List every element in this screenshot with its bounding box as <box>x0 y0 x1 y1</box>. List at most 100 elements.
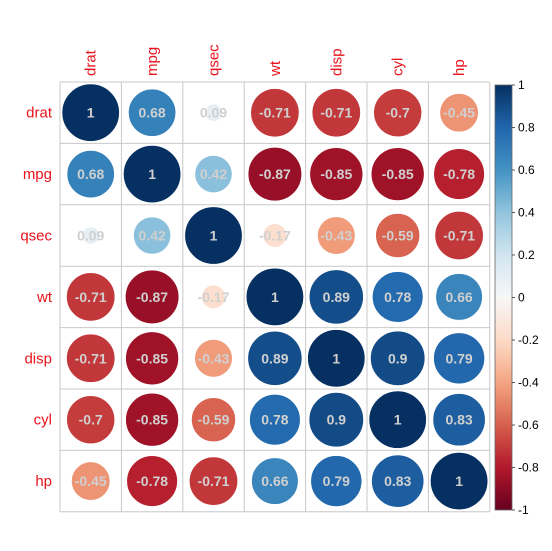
correlation-circle-mpg-qsec <box>194 155 233 193</box>
correlation-value-disp-hp: 0.79 <box>445 350 472 366</box>
row-label-wt: wt <box>36 289 53 306</box>
legend-tick-label: 0 <box>518 291 525 305</box>
legend-color-bar <box>494 84 513 511</box>
correlation-circle-cyl-qsec <box>191 397 236 443</box>
grid <box>59 81 491 513</box>
correlation-circle-disp-mpg <box>125 331 179 386</box>
correlation-circle-mpg-disp <box>309 147 364 201</box>
correlation-circle-wt-cyl <box>372 271 424 323</box>
correlation-value-drat-cyl: -0.7 <box>386 105 410 121</box>
correlation-circle-wt-wt <box>245 267 304 326</box>
legend-tick-label: 0.4 <box>518 206 535 220</box>
correlation-circle-hp-wt <box>251 457 299 505</box>
correlation-circle-qsec-hp <box>434 211 484 260</box>
correlation-circle-disp-wt <box>247 330 303 386</box>
correlation-value-wt-cyl: 0.78 <box>384 289 411 305</box>
correlation-value-drat-mpg: 0.68 <box>138 105 165 121</box>
correlation-circle-qsec-cyl <box>375 213 421 258</box>
correlation-circle-drat-drat <box>61 83 120 142</box>
correlation-circle-wt-drat <box>66 272 116 322</box>
correlation-circle-drat-disp <box>311 88 361 138</box>
correlation-value-disp-wt: 0.89 <box>261 350 288 366</box>
correlation-circle-wt-qsec <box>201 284 226 310</box>
correlation-value-disp-cyl: 0.9 <box>388 350 408 366</box>
legend-tick-label: 1 <box>518 78 525 92</box>
correlation-value-drat-qsec: 0.09 <box>200 105 227 121</box>
correlation-value-qsec-cyl: -0.59 <box>382 228 414 244</box>
correlation-value-drat-disp: -0.71 <box>320 105 352 121</box>
correlation-value-cyl-disp: 0.9 <box>327 412 347 428</box>
legend-tick-label: -0.8 <box>518 461 539 475</box>
correlation-circle-disp-disp <box>307 329 366 388</box>
row-label-mpg: mpg <box>23 166 52 183</box>
correlation-value-mpg-wt: -0.87 <box>259 166 291 182</box>
correlation-circle-mpg-cyl <box>370 147 425 201</box>
correlation-value-disp-mpg: -0.85 <box>136 350 168 366</box>
correlation-value-wt-wt: 1 <box>271 289 279 305</box>
correlation-value-wt-qsec: -0.17 <box>198 289 230 305</box>
column-label-drat: drat <box>83 49 100 76</box>
correlation-circle-qsec-wt <box>262 223 288 248</box>
correlation-value-drat-drat: 1 <box>87 105 95 121</box>
correlation-value-cyl-mpg: -0.85 <box>136 412 168 428</box>
correlation-circle-mpg-wt <box>247 147 302 202</box>
correlation-value-hp-qsec: -0.71 <box>198 473 230 489</box>
legend-tick-label: 0.2 <box>518 248 535 262</box>
correlation-circle-wt-hp <box>435 273 483 321</box>
column-label-qsec: qsec <box>206 44 223 76</box>
correlation-circle-hp-disp <box>310 455 363 507</box>
correlation-value-hp-hp: 1 <box>455 473 463 489</box>
color-legend: -1 -0.8 -0.6 -0.4 -0.2 0 0.2 0.4 0.6 0.8 1 <box>494 78 539 517</box>
correlation-value-hp-cyl: 0.83 <box>384 473 411 489</box>
legend-tick-label: -0.2 <box>518 333 539 347</box>
correlation-circle-mpg-mpg <box>123 145 182 204</box>
correlation-circle-cyl-hp <box>432 393 486 447</box>
row-label-hp: hp <box>35 473 52 490</box>
correlation-circle-drat-qsec <box>204 103 223 122</box>
correlation-circle-hp-drat <box>71 461 111 501</box>
correlation-value-qsec-mpg: 0.42 <box>138 228 165 244</box>
correlation-circles <box>61 83 489 511</box>
column-label-cyl: cyl <box>390 58 407 76</box>
legend-tick-label: 0.6 <box>518 163 535 177</box>
correlation-circle-qsec-mpg <box>133 216 171 255</box>
correlation-value-cyl-wt: 0.78 <box>261 412 288 428</box>
correlation-circle-cyl-cyl <box>368 390 427 449</box>
correlation-value-drat-hp: -0.45 <box>443 105 475 121</box>
correlation-value-mpg-mpg: 1 <box>148 166 156 182</box>
correlation-circle-mpg-drat <box>66 150 115 199</box>
correlation-circle-qsec-disp <box>317 216 356 255</box>
legend-tick-label: 0.8 <box>518 121 535 135</box>
correlation-value-mpg-qsec: 0.42 <box>200 166 227 182</box>
correlation-circle-wt-disp <box>308 269 364 325</box>
correlation-value-cyl-qsec: -0.59 <box>198 412 230 428</box>
column-label-mpg: mpg <box>144 47 161 76</box>
correlation-circle-hp-qsec <box>189 456 238 506</box>
row-labels: drat mpg qsec wt disp cyl hp <box>20 105 53 490</box>
correlation-value-mpg-drat: 0.68 <box>77 166 104 182</box>
correlation-circle-qsec-qsec <box>184 206 243 265</box>
correlation-circle-drat-mpg <box>128 88 177 137</box>
correlation-value-mpg-cyl: -0.85 <box>382 166 414 182</box>
correlation-value-qsec-disp: -0.43 <box>320 228 352 244</box>
row-label-disp: disp <box>24 350 52 367</box>
correlation-value-qsec-hp: -0.71 <box>443 228 475 244</box>
correlation-value-mpg-disp: -0.85 <box>320 166 352 182</box>
correlation-value-disp-disp: 1 <box>332 350 340 366</box>
correlation-circle-drat-cyl <box>373 88 423 138</box>
correlation-value-wt-disp: 0.89 <box>323 289 350 305</box>
correlation-circle-mpg-hp <box>433 148 485 200</box>
correlation-circle-cyl-drat <box>66 395 116 445</box>
column-labels: drat mpg qsec wt disp cyl hp <box>83 44 468 77</box>
correlation-circle-cyl-mpg <box>125 392 179 447</box>
correlation-value-qsec-wt: -0.17 <box>259 228 291 244</box>
correlation-circle-hp-mpg <box>126 455 178 507</box>
correlation-circle-hp-cyl <box>371 454 425 508</box>
correlation-value-cyl-cyl: 1 <box>394 412 402 428</box>
correlation-circle-hp-hp <box>430 452 489 511</box>
column-label-hp: hp <box>451 59 468 76</box>
correlation-circle-wt-mpg <box>125 269 180 324</box>
correlation-value-mpg-hp: -0.78 <box>443 166 475 182</box>
correlation-circle-drat-wt <box>250 88 300 138</box>
